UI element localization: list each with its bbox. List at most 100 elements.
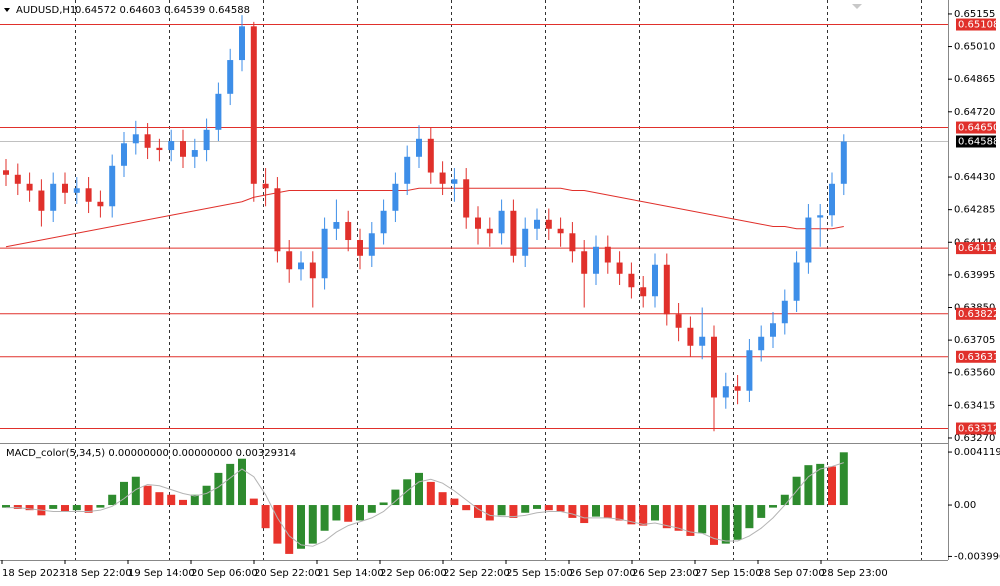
ohlc-header: 0.64572 0.64603 0.64539 0.64588 [75, 5, 250, 16]
macd-bar [190, 494, 199, 506]
candle-body [250, 26, 257, 184]
last-price-label: 0.64588 [958, 136, 999, 147]
y-tick-label: 0.0041194 [954, 447, 1000, 458]
candle-body [85, 188, 92, 202]
candle-body [191, 150, 198, 157]
macd-bar [804, 465, 813, 506]
x-tick-label: 28 Sep 23:00 [821, 568, 888, 579]
macd-bar [474, 505, 482, 518]
candle-body [758, 336, 765, 351]
macd-bar [143, 485, 152, 506]
macd-bar [320, 505, 329, 531]
y-tick-label: 0.64430 [954, 172, 995, 183]
x-tick-label: 26 Sep 07:00 [569, 568, 636, 579]
x-tick-label: 19 Sep 14:00 [128, 568, 195, 579]
macd-bar [13, 505, 22, 509]
candle-body [722, 386, 729, 398]
macd-bar [521, 505, 530, 513]
y-tick-label: 0.63995 [954, 270, 995, 281]
level-label: 0.64650 [958, 123, 999, 134]
macd-bar [651, 505, 659, 521]
macd-bar [733, 505, 742, 540]
y-tick-label: 0.63705 [954, 335, 995, 346]
x-tick-label: 22 Sep 22:00 [443, 568, 510, 579]
macd-bar [273, 505, 282, 544]
macd-bar [120, 481, 128, 506]
candle-body [604, 246, 611, 263]
macd-bar [202, 485, 211, 506]
macd-bar [603, 505, 612, 518]
x-tick-label: 28 Sep 07:00 [758, 568, 825, 579]
candle-body [380, 210, 387, 234]
candle-body [628, 273, 635, 288]
candle-body [309, 262, 316, 279]
y-tick-label: 0.63560 [954, 368, 995, 379]
y-tick-label: -0.003996 [954, 551, 1000, 562]
level-label: 0.64114 [958, 243, 999, 254]
level-label-box [956, 350, 996, 363]
macd-bar [485, 505, 494, 521]
macd-bar [391, 489, 400, 506]
macd-bar [533, 505, 541, 509]
level-label-box [956, 422, 996, 435]
macd-bar [568, 505, 577, 518]
y-tick-label: 0.63270 [954, 433, 995, 444]
macd-bar [710, 505, 718, 545]
macd-bar [757, 505, 766, 518]
candle-body [274, 188, 281, 252]
x-tick-label: 27 Sep 15:00 [695, 568, 762, 579]
candle-body [663, 264, 670, 315]
macd-bar [379, 502, 388, 506]
candle-body [734, 386, 741, 391]
x-tick-label: 20 Sep 06:00 [191, 568, 258, 579]
candle-body [357, 240, 363, 256]
candle-body [97, 201, 104, 207]
candle-body [510, 210, 517, 256]
candle-body [534, 219, 540, 229]
candle-body [321, 228, 328, 279]
macd-bar [214, 472, 223, 506]
macd-bar [639, 505, 648, 526]
macd-bar [167, 494, 176, 506]
candle-body [463, 179, 470, 218]
macd-bar [615, 505, 624, 521]
candle-body [62, 183, 68, 193]
candle-body [132, 134, 139, 144]
indicator-title: MACD_color(5,34,5) 0.00000000 0.00000000… [6, 448, 296, 459]
candle-body [3, 170, 9, 175]
macd-bar [403, 479, 412, 506]
candle-body [699, 336, 706, 346]
candle-body [239, 26, 245, 61]
macd-bar [828, 466, 836, 506]
candle-body [829, 183, 835, 216]
x-tick-label: 25 Sep 15:00 [506, 568, 573, 579]
level-label-box [956, 242, 996, 255]
candle-body [368, 233, 375, 256]
macd-bar [84, 505, 93, 513]
macd-bar [497, 505, 506, 516]
candle-body [26, 183, 33, 191]
level-label: 0.65108 [958, 20, 999, 31]
level-label-box [956, 18, 996, 31]
macd-bar [839, 452, 848, 506]
candle-body [203, 129, 210, 151]
macd-bar [344, 505, 353, 522]
candle-body [298, 262, 304, 270]
candle-body [416, 138, 422, 157]
candle-body [793, 262, 800, 301]
macd-bar [580, 505, 589, 524]
candle-body [427, 138, 434, 173]
macd-bar [238, 458, 246, 506]
candle-body [439, 172, 446, 184]
candle-body [675, 314, 682, 328]
macd-bar [816, 463, 825, 506]
candle-body [180, 141, 186, 157]
candle-body [109, 165, 116, 207]
candle-body [581, 251, 588, 274]
candle-body [38, 190, 45, 211]
candle-body [770, 323, 776, 337]
macd-bar [179, 499, 187, 506]
candle-body [392, 183, 399, 211]
candle-body [404, 156, 411, 184]
menu-arrow [4, 8, 10, 12]
